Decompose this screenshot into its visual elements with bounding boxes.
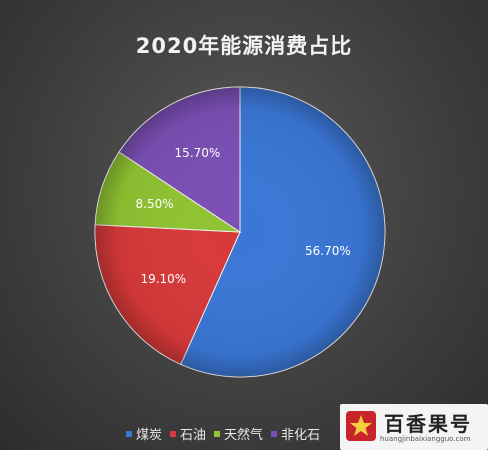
legend-label-nonfossil: 非化石	[281, 428, 321, 443]
legend-label-oil: 石油	[180, 428, 207, 443]
data-label-oil: 19.10%	[140, 272, 186, 286]
watermark: 百香果号 huangjinbaixiangguo.com	[340, 404, 488, 450]
chart-title: 2020年能源消费占比	[135, 34, 353, 58]
legend-item-coal: 煤炭	[126, 424, 162, 443]
data-label-coal: 56.70%	[305, 244, 351, 258]
watermark-url: huangjinbaixiangguo.com	[380, 435, 471, 443]
legend-swatch-nonfossil	[271, 430, 278, 437]
legend-swatch-coal	[126, 430, 132, 437]
legend-item-oil: 石油	[170, 424, 206, 443]
legend-swatch-gas	[214, 430, 221, 437]
legend-swatch-oil	[170, 430, 177, 437]
watermark-text: 百香果号	[384, 412, 472, 436]
watermark-logo-icon	[346, 411, 376, 441]
legend-item-nonfossil: 非化石	[271, 424, 320, 443]
data-label-nonfossil: 15.70%	[175, 146, 221, 160]
legend-label-coal: 煤炭	[136, 428, 163, 443]
legend-item-gas: 天然气	[214, 424, 263, 443]
chart-legend: 煤炭 石油 天然气 非化石	[126, 424, 320, 443]
legend-label-gas: 天然气	[224, 428, 264, 443]
data-label-gas: 8.50%	[136, 197, 174, 211]
